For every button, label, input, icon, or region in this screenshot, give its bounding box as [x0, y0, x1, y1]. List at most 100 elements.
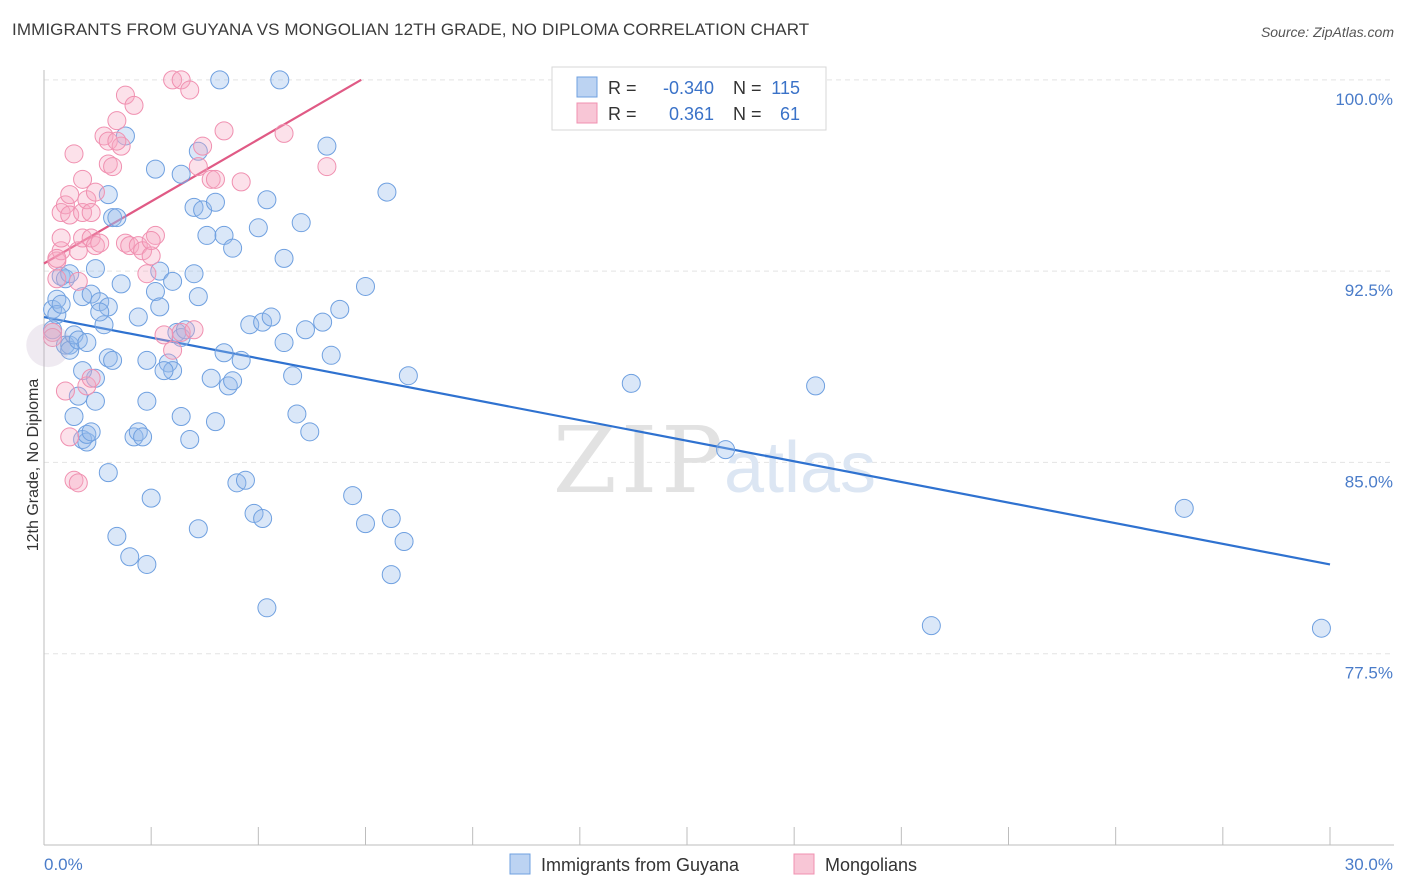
guyana-point-92	[257, 190, 277, 210]
legend-n-label-0: N =	[733, 78, 762, 98]
mongolian-point-46	[317, 157, 337, 177]
x-tick-label-1: 30.0%	[1345, 855, 1393, 874]
guyana-point-88	[394, 531, 414, 551]
guyana-point-37	[141, 488, 161, 508]
guyana-point-69	[188, 519, 208, 539]
mongolian-point-42	[205, 169, 225, 189]
mongolian-point-52	[81, 368, 101, 388]
guyana-point-98	[716, 440, 736, 460]
guyana-point-10	[64, 407, 84, 427]
mongolian-point-40	[193, 136, 213, 156]
guyana-point-26	[103, 208, 123, 228]
guyana-point-103	[51, 294, 71, 314]
guyana-point-109	[128, 307, 148, 327]
guyana-point-110	[154, 361, 174, 381]
legend-swatch-guyana	[576, 76, 598, 98]
trend-line-1	[43, 78, 362, 265]
guyana-point-79	[321, 345, 341, 365]
guyana-point-66	[235, 470, 255, 490]
y-tick-label-1: 92.5%	[1345, 281, 1393, 300]
guyana-point-68	[253, 509, 273, 529]
mongolian-point-25	[107, 111, 127, 131]
guyana-point-50	[184, 264, 204, 284]
guyana-point-35	[120, 547, 140, 567]
guyana-point-96	[257, 598, 277, 618]
legend-swatch-mongolians	[576, 102, 598, 124]
guyana-point-15	[81, 422, 101, 442]
guyana-point-80	[248, 218, 268, 238]
guyana-point-32	[133, 427, 153, 447]
series-0-points	[43, 70, 1331, 638]
mongolian-point-8	[60, 185, 80, 205]
guyana-point-33	[98, 463, 118, 483]
mongolian-point-58	[73, 169, 93, 189]
y-tick-label-2: 85.0%	[1345, 472, 1393, 491]
mongolian-point-60	[141, 231, 161, 251]
guyana-point-41	[150, 297, 170, 317]
mongolian-point-47	[55, 381, 75, 401]
mongolian-point-24	[103, 157, 123, 177]
guyana-point-108	[111, 274, 131, 294]
legend-r-value-1: 0.361	[669, 104, 714, 124]
guyana-point-82	[291, 213, 311, 233]
mongolian-point-30	[124, 95, 144, 115]
guyana-point-22	[94, 315, 114, 335]
mongolian-point-50	[68, 473, 88, 493]
mongolian-point-16	[81, 202, 101, 222]
guyana-point-40	[145, 282, 165, 302]
guyana-point-16	[85, 391, 105, 411]
stats-legend: R = -0.340 N = 115 R = 0.361 N = 61	[551, 66, 827, 131]
watermark: ZIP atlas	[553, 407, 876, 514]
guyana-point-106	[77, 333, 97, 353]
watermark-zip: ZIP	[553, 407, 727, 514]
guyana-point-102	[1311, 618, 1331, 638]
mongolian-point-7	[55, 195, 75, 215]
mongolian-point-33	[137, 264, 157, 284]
mongolian-point-1	[43, 327, 63, 347]
guyana-point-94	[270, 70, 290, 90]
guyana-point-87	[381, 509, 401, 529]
guyana-point-38	[137, 391, 157, 411]
legend-r-label-0: R =	[608, 78, 637, 98]
mongolian-point-39	[188, 157, 208, 177]
mongolian-point-59	[107, 131, 127, 151]
watermark-atlas: atlas	[724, 428, 876, 508]
axes	[43, 70, 1394, 846]
guyana-point-51	[188, 287, 208, 307]
mongolian-point-11	[68, 271, 88, 291]
legend-r-value-0: -0.340	[663, 78, 714, 98]
guyana-point-73	[274, 333, 294, 353]
guyana-point-81	[274, 248, 294, 268]
trend-line-0	[43, 315, 1331, 566]
guyana-point-112	[231, 350, 251, 370]
mongolian-point-38	[180, 80, 200, 100]
trend-lines	[43, 78, 1331, 566]
guyana-point-36	[137, 554, 157, 574]
series-legend: Immigrants from Guyana Mongolians	[509, 853, 917, 875]
guyana-point-53	[171, 164, 191, 184]
guyana-point-34	[107, 526, 127, 546]
legend-n-value-0: 115	[771, 78, 800, 98]
guyana-point-83	[317, 136, 337, 156]
guyana-point-90	[398, 366, 418, 386]
series-legend-swatch-guyana	[509, 853, 531, 875]
y-tick-label-0: 100.0%	[1335, 90, 1393, 109]
legend-n-label-1: N =	[733, 104, 762, 124]
y-axis-title: 12th Grade, No Diploma	[25, 379, 42, 552]
mongolian-point-48	[60, 427, 80, 447]
guyana-point-113	[330, 299, 350, 319]
guyana-point-74	[283, 366, 303, 386]
legend-n-value-1: 61	[780, 104, 800, 124]
series-legend-label-mongolians: Mongolians	[825, 855, 917, 875]
source-label: Source: ZipAtlas.com	[1260, 24, 1394, 40]
mongolian-point-34	[141, 246, 161, 266]
guyana-point-48	[171, 407, 191, 427]
guyana-point-2	[47, 304, 67, 324]
mongolian-point-45	[274, 123, 294, 143]
mongolian-point-2	[47, 269, 67, 289]
guyana-point-72	[261, 307, 281, 327]
mongolian-point-20	[90, 233, 110, 253]
mongolian-point-57	[47, 248, 67, 268]
points	[26, 70, 1331, 638]
guyana-point-25	[85, 259, 105, 279]
